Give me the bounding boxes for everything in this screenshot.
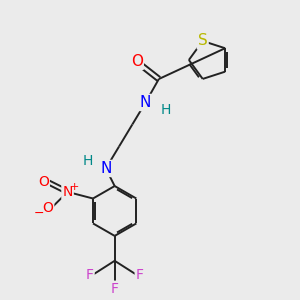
- Text: O: O: [131, 54, 143, 69]
- Text: H: H: [83, 154, 93, 168]
- Text: F: F: [111, 282, 119, 296]
- Text: F: F: [85, 268, 94, 282]
- Text: N: N: [140, 95, 151, 110]
- Text: H: H: [161, 103, 171, 117]
- Text: N: N: [62, 185, 73, 199]
- Text: +: +: [69, 182, 79, 192]
- Text: F: F: [136, 268, 144, 282]
- Text: N: N: [100, 161, 112, 176]
- Text: −: −: [34, 207, 44, 220]
- Text: S: S: [198, 34, 208, 49]
- Text: O: O: [38, 175, 49, 189]
- Text: O: O: [42, 201, 53, 215]
